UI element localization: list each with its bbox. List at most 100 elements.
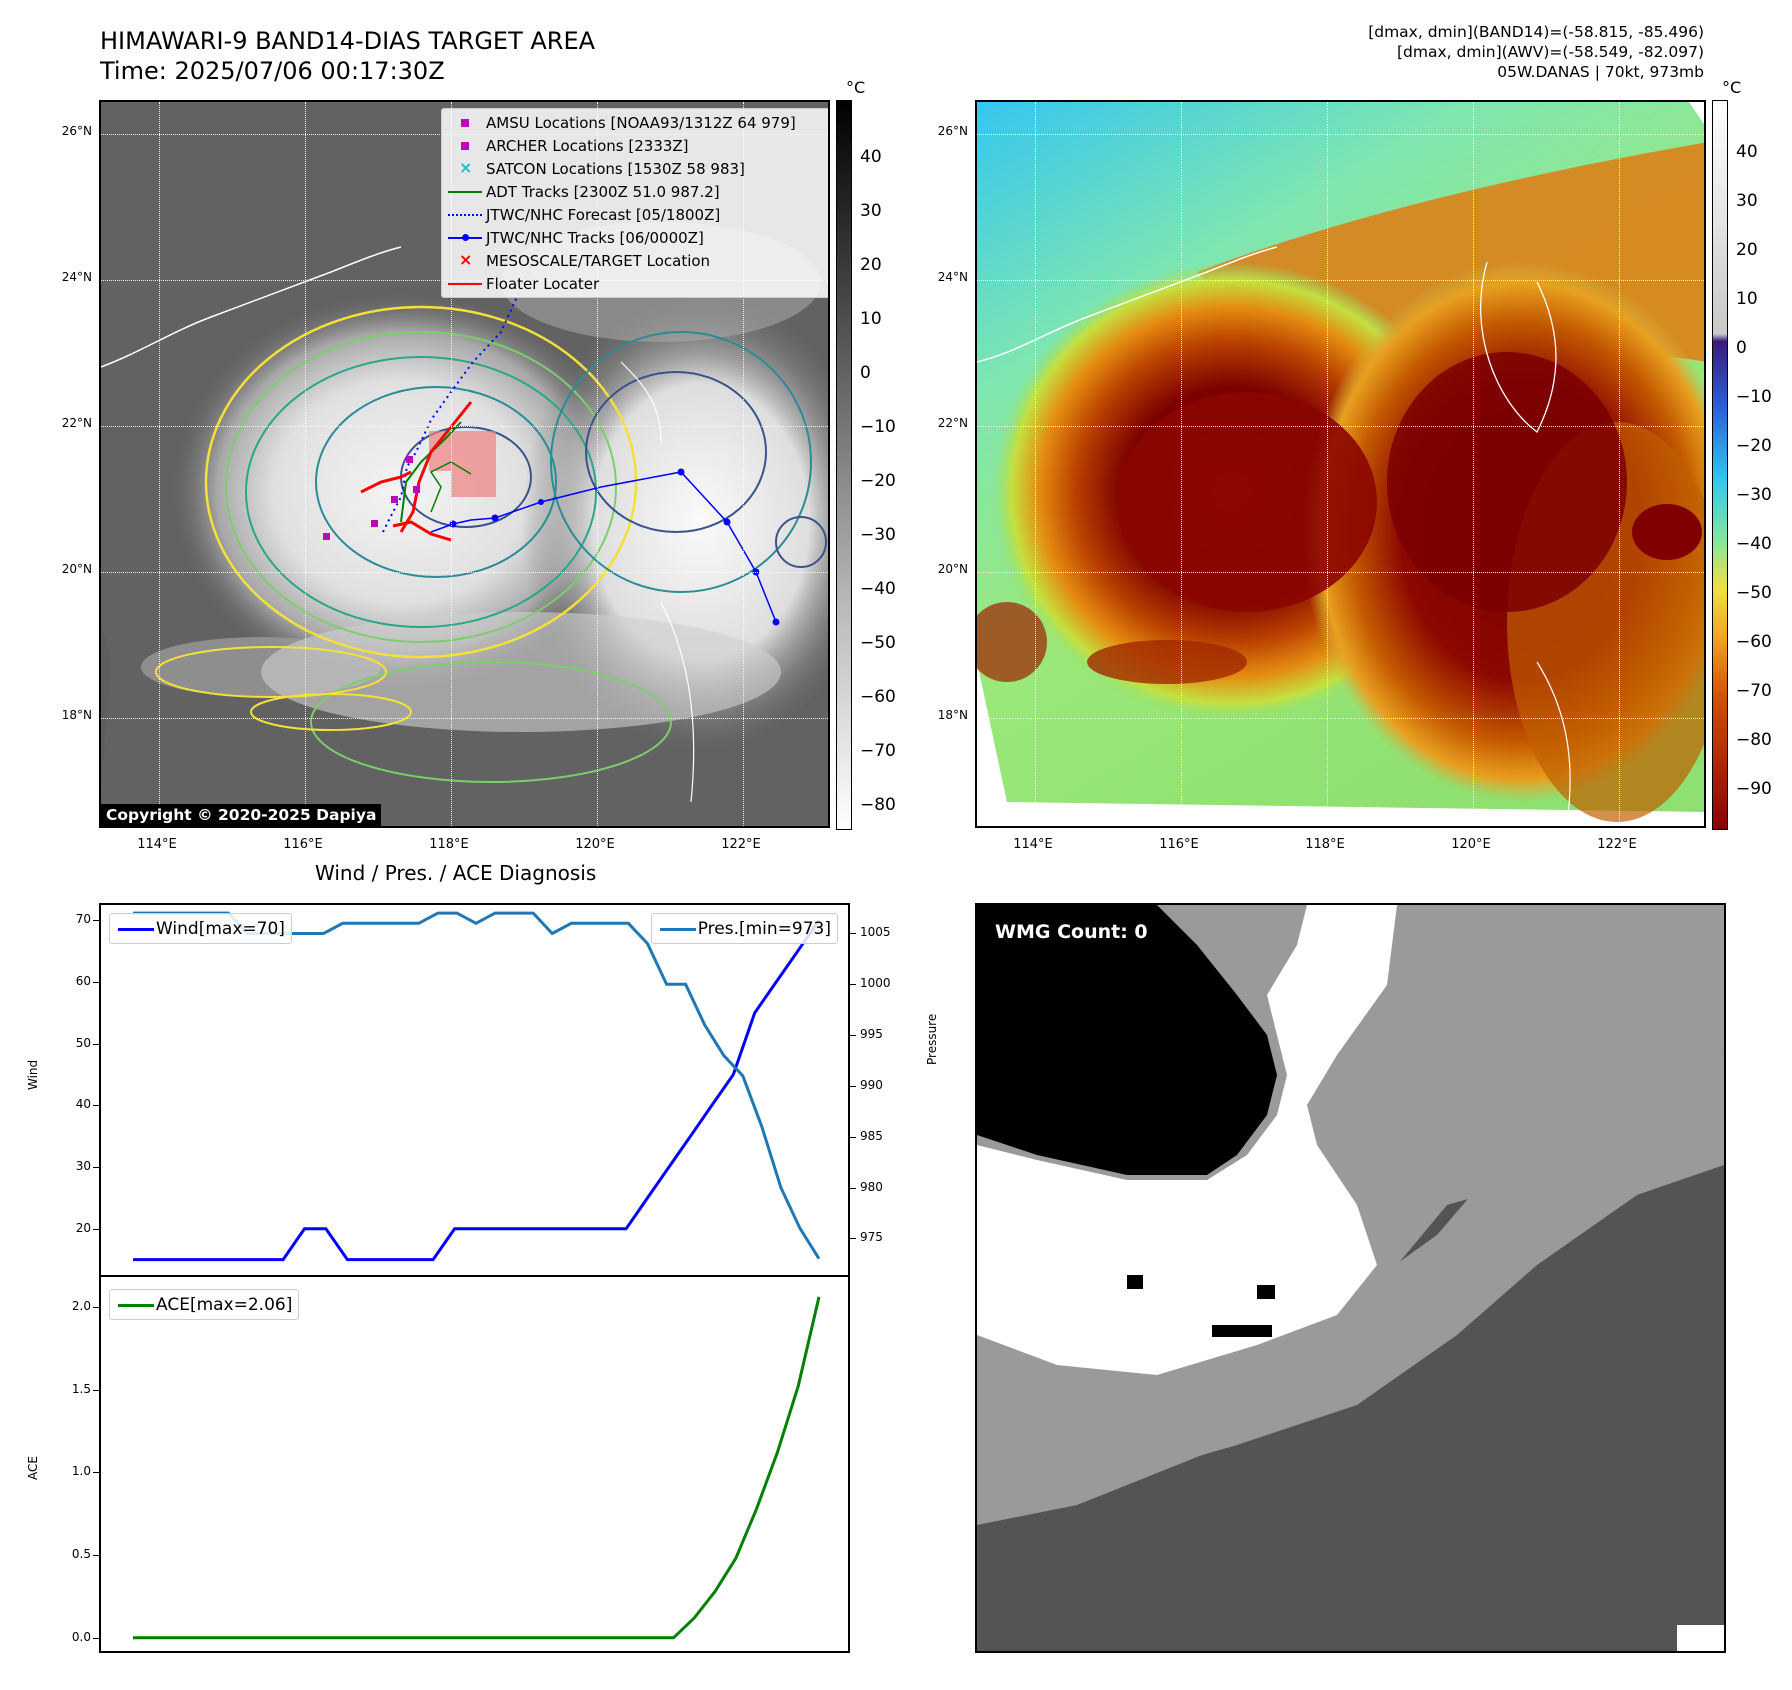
grid-line xyxy=(305,102,306,826)
legend-entry: × SATCON Locations [1530Z 58 983] xyxy=(446,157,828,180)
wind-pressure-plot: Wind[max=70] Pres.[min=973] xyxy=(99,903,850,1277)
longitude-label: 114°E xyxy=(137,837,177,852)
colorbar-tick-label: −10 xyxy=(1736,387,1772,407)
gray-colorbar-unit: °C xyxy=(846,78,866,97)
grid-line xyxy=(977,134,1704,135)
legend-dot-marker xyxy=(462,234,469,241)
legend-entry: ADT Tracks [2300Z 51.0 987.2] xyxy=(446,180,828,203)
copyright-label: Copyright © 2020-2025 Dapiya xyxy=(101,804,382,826)
legend-square-marker xyxy=(461,142,469,150)
latitude-label: 26°N xyxy=(61,124,92,138)
legend-label: Floater Locater xyxy=(486,274,600,293)
y-tick-label: 0.5 xyxy=(71,1547,91,1562)
legend-label: SATCON Locations [1530Z 58 983] xyxy=(486,159,745,178)
legend-symbol xyxy=(446,134,486,157)
y-tick-mark xyxy=(93,1167,99,1169)
series-line xyxy=(133,919,821,1262)
color-ir-map-image xyxy=(977,102,1704,823)
pres-legend-line xyxy=(658,917,698,940)
map-legend: AMSU Locations [NOAA93/1312Z 64 979] ARCH… xyxy=(441,108,828,298)
ace-legend-label: ACE[max=2.06] xyxy=(156,1294,293,1315)
colorbar-tick-label: −20 xyxy=(860,471,896,491)
y-tick-mark xyxy=(93,1306,99,1308)
colorbar-tick-label: −70 xyxy=(1736,681,1772,701)
legend-symbol xyxy=(446,226,486,249)
grid-line xyxy=(1473,102,1474,826)
legend-label: AMSU Locations [NOAA93/1312Z 64 979] xyxy=(486,113,796,132)
y-tick-label: 20 xyxy=(75,1220,91,1235)
colorbar-tick-label: 0 xyxy=(860,363,871,383)
y-tick-mark xyxy=(93,1472,99,1474)
colorbar-tick-label: −40 xyxy=(1736,534,1772,554)
info-line3: 05W.DANAS | 70kt, 973mb xyxy=(1497,63,1704,81)
y-tick-mark xyxy=(93,1637,99,1639)
y-tick-label: 50 xyxy=(75,1035,91,1050)
grid-line xyxy=(101,426,828,427)
latitude-label: 20°N xyxy=(61,562,92,576)
pres-legend: Pres.[min=973] xyxy=(650,913,838,944)
colorbar-tick-label: 20 xyxy=(860,255,882,275)
y-tick-mark xyxy=(93,1389,99,1391)
longitude-label: 122°E xyxy=(721,837,761,852)
color-colorbar xyxy=(1712,100,1728,830)
colorbar-tick-label: −90 xyxy=(1736,779,1772,799)
grid-line xyxy=(1327,102,1328,826)
y-tick-mark xyxy=(850,984,856,986)
legend-line-marker xyxy=(448,191,482,193)
wmg-image xyxy=(977,905,1724,1651)
y-tick-mark xyxy=(93,982,99,984)
y-tick-label: 980 xyxy=(860,1179,883,1194)
grid-line xyxy=(451,102,452,826)
legend-symbol xyxy=(446,272,486,295)
colorbar-tick-label: 40 xyxy=(1736,142,1758,162)
legend-symbol: × xyxy=(446,157,486,180)
ace-axis-label: ACE xyxy=(26,1456,40,1480)
y-tick-mark xyxy=(850,1238,856,1240)
wind-legend: Wind[max=70] xyxy=(109,913,292,944)
wind-axis-label: Wind xyxy=(26,1059,40,1090)
pres-axis-label: Pressure xyxy=(925,1013,939,1065)
y-tick-mark xyxy=(850,1187,856,1189)
legend-entry: AMSU Locations [NOAA93/1312Z 64 979] xyxy=(446,111,828,134)
color-colorbar-unit: °C xyxy=(1722,78,1742,97)
color-ir-map-panel xyxy=(975,100,1706,828)
latitude-label: 18°N xyxy=(61,708,92,722)
grid-line xyxy=(1035,102,1036,826)
colorbar-tick-label: 0 xyxy=(1736,338,1747,358)
legend-symbol xyxy=(446,203,486,226)
longitude-label: 120°E xyxy=(1451,837,1491,852)
pres-legend-label: Pres.[min=973] xyxy=(697,918,831,939)
series-line xyxy=(133,1296,821,1640)
legend-label: MESOSCALE/TARGET Location xyxy=(486,251,711,270)
y-tick-label: 0.0 xyxy=(71,1629,91,1644)
grid-line xyxy=(1181,102,1182,826)
y-tick-mark xyxy=(93,1555,99,1557)
y-tick-mark xyxy=(850,1136,856,1138)
y-tick-label: 1.5 xyxy=(71,1381,91,1396)
longitude-label: 116°E xyxy=(1159,837,1199,852)
y-tick-mark xyxy=(93,1105,99,1107)
colorbar-tick-label: −70 xyxy=(860,741,896,761)
longitude-label: 114°E xyxy=(1013,837,1053,852)
colorbar-tick-label: 10 xyxy=(860,309,882,329)
wind-legend-label: Wind[max=70] xyxy=(156,918,285,939)
colorbar-tick-label: −50 xyxy=(1736,583,1772,603)
legend-x-marker: × xyxy=(459,158,473,177)
latitude-label: 22°N xyxy=(61,416,92,430)
longitude-label: 120°E xyxy=(575,837,615,852)
y-tick-label: 995 xyxy=(860,1027,883,1042)
grid-line xyxy=(977,572,1704,573)
grid-line xyxy=(1619,102,1620,826)
latitude-label: 24°N xyxy=(937,270,968,284)
gray-colorbar xyxy=(836,100,852,830)
legend-label: ADT Tracks [2300Z 51.0 987.2] xyxy=(486,182,720,201)
colorbar-tick-label: 30 xyxy=(1736,191,1758,211)
colorbar-tick-label: −50 xyxy=(860,633,896,653)
y-tick-label: 1005 xyxy=(860,925,891,940)
info-line2: [dmax, dmin](AWV)=(-58.549, -82.097) xyxy=(1397,43,1704,61)
y-tick-label: 975 xyxy=(860,1230,883,1245)
colorbar-tick-label: −40 xyxy=(860,579,896,599)
y-tick-label: 1.0 xyxy=(71,1464,91,1479)
colorbar-tick-label: −60 xyxy=(1736,632,1772,652)
latitude-label: 20°N xyxy=(937,562,968,576)
